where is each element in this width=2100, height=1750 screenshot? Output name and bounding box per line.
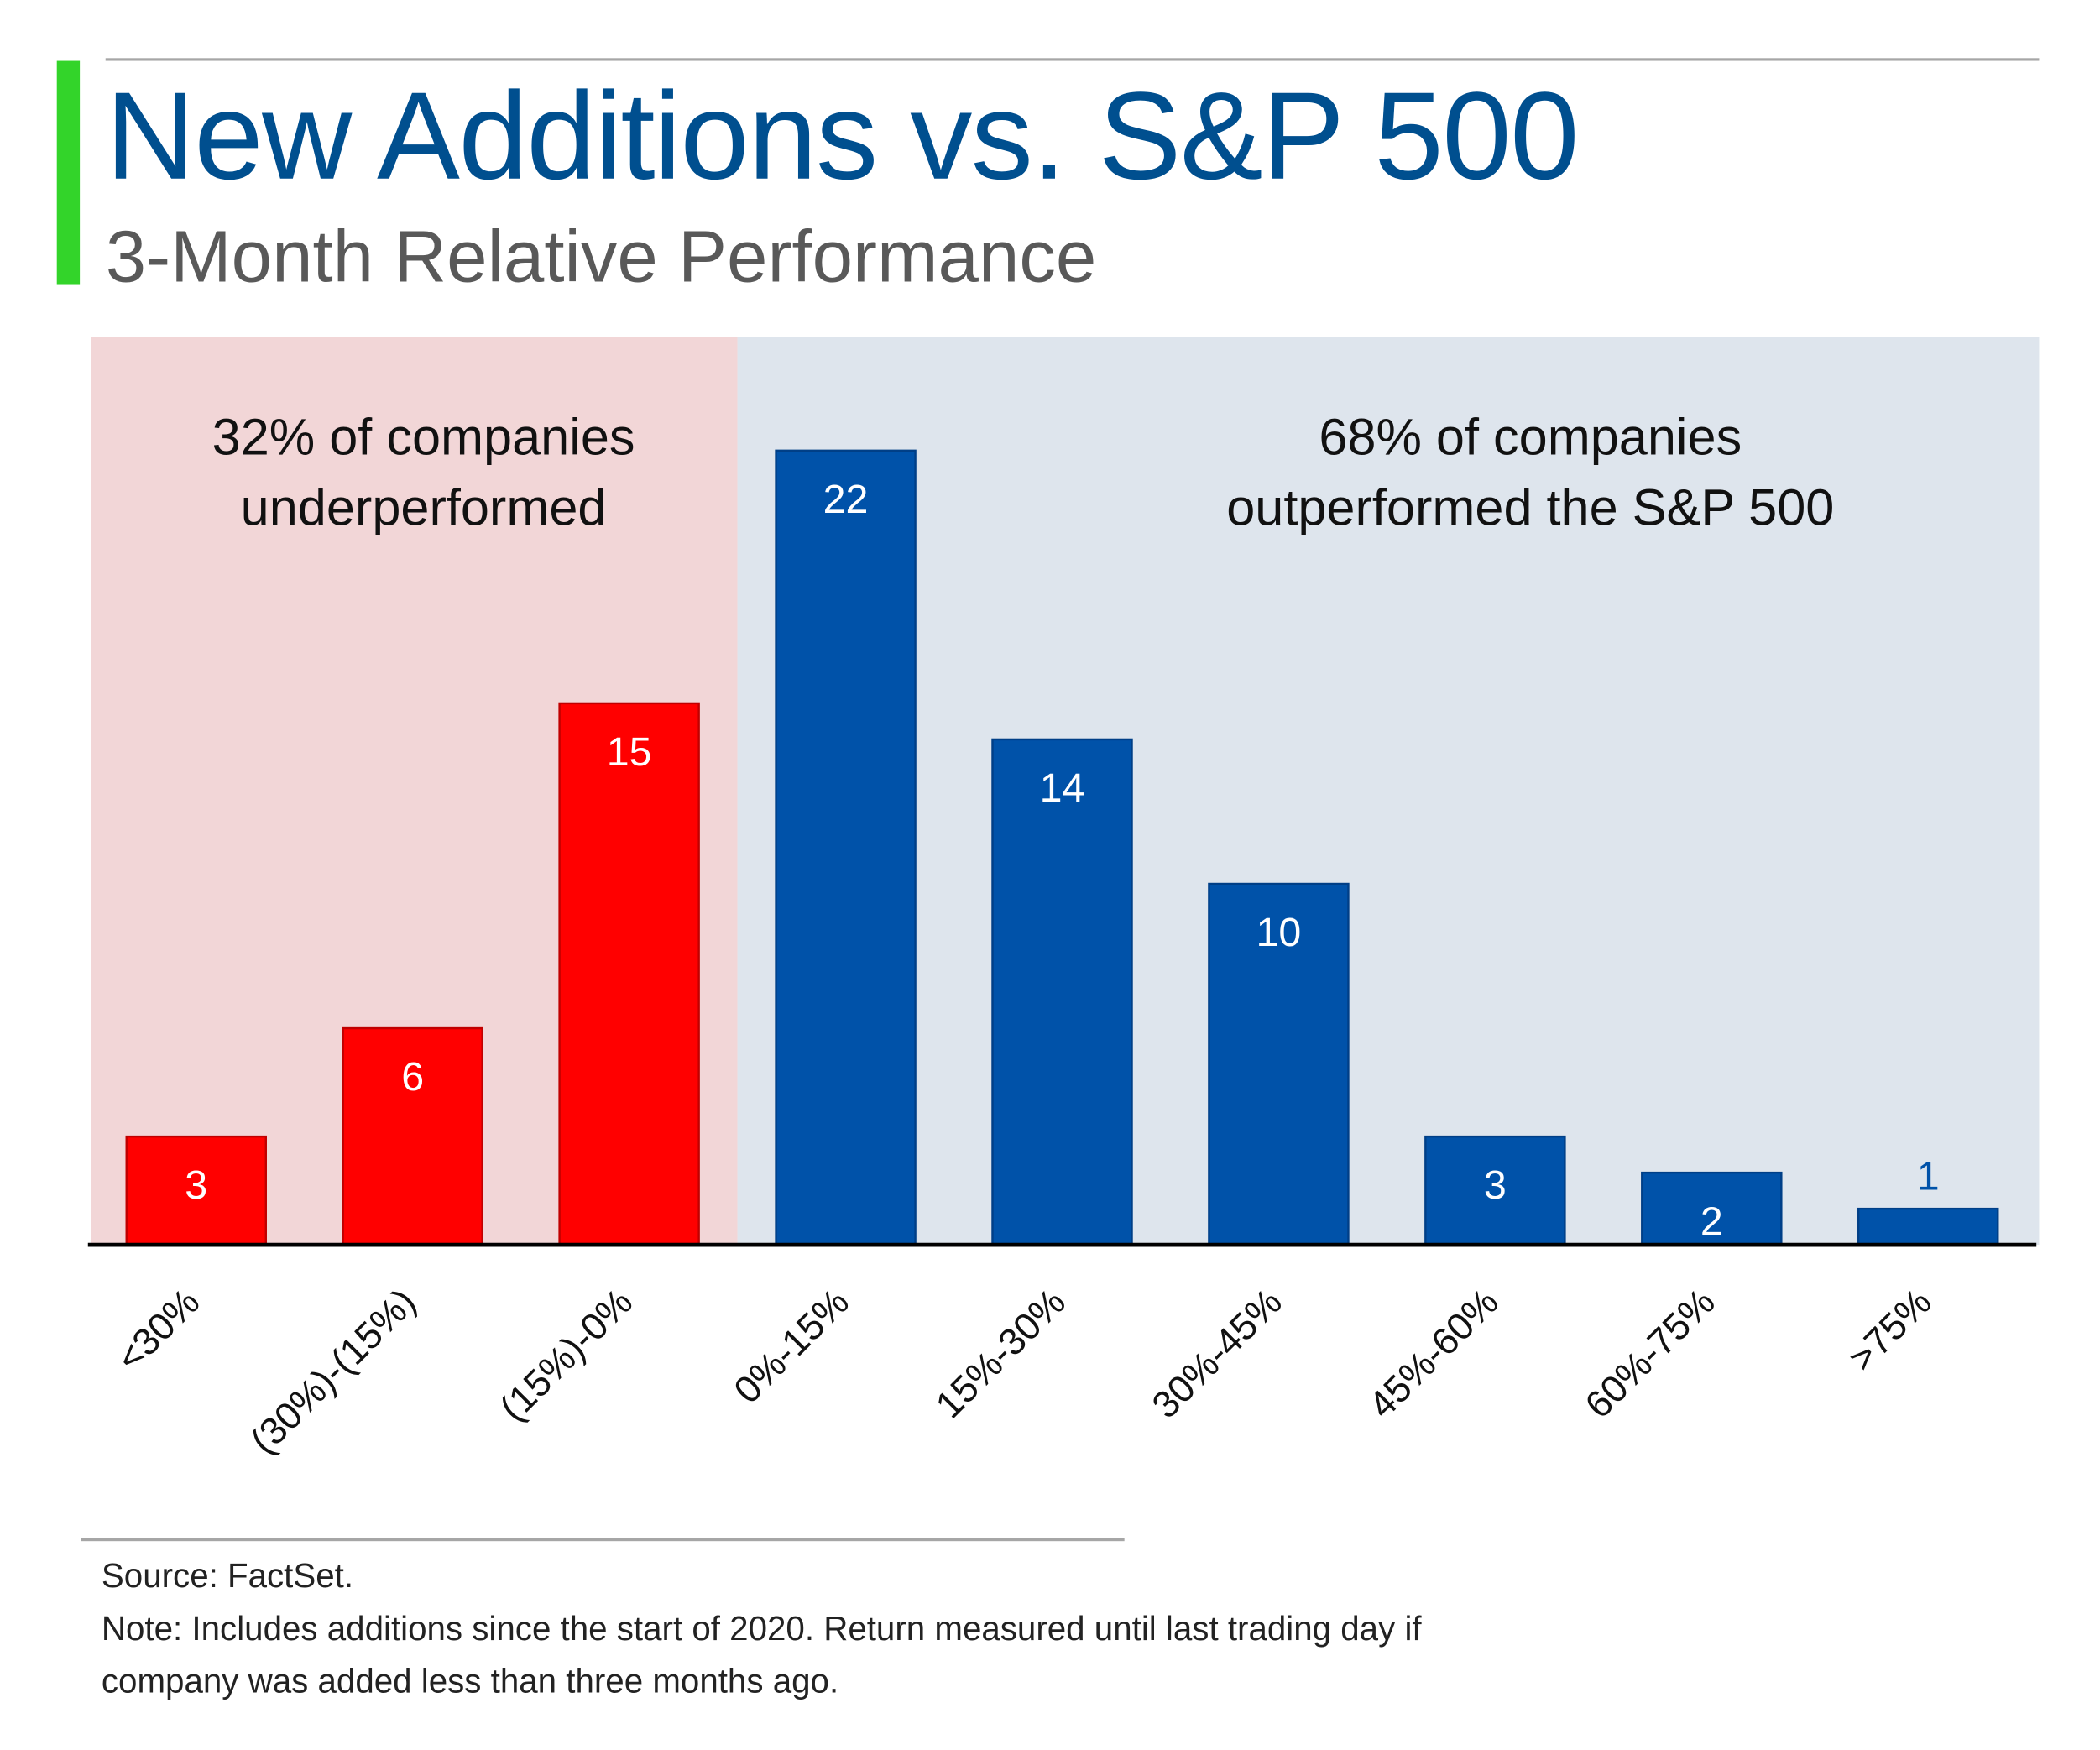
bar-8 (1857, 1207, 1999, 1246)
data-label-7: 2 (1700, 1199, 1723, 1244)
accent-bar (56, 60, 81, 285)
x-tick-label-7: 60%-75% (1576, 1280, 1722, 1426)
note-line-2: company was added less than three months… (101, 1663, 839, 1701)
top-divider (105, 58, 2040, 61)
x-tick-label-4: 15%-30% (927, 1280, 1074, 1426)
x-tick-label-6: 45%-60% (1360, 1280, 1506, 1426)
x-tick-label-0: <30% (108, 1280, 208, 1380)
data-label-1: 6 (401, 1054, 424, 1100)
bar-4 (991, 738, 1133, 1246)
x-tick-label-3: 0%-15% (725, 1280, 857, 1412)
bar-5 (1208, 882, 1350, 1246)
bar-3 (775, 449, 917, 1246)
annotation-under-line-0: 32% of companies (212, 409, 635, 466)
footer-divider (81, 1538, 1125, 1542)
source-text: Source: FactSet. (101, 1557, 354, 1596)
bar-2 (558, 702, 700, 1246)
data-label-3: 22 (823, 477, 869, 522)
annotation-under-line-1: underperformed (241, 478, 607, 535)
x-tick-label-2: (15%)-0% (491, 1280, 640, 1429)
data-label-5: 10 (1256, 910, 1302, 955)
x-tick-label-8: >75% (1840, 1280, 1940, 1380)
annotation-over-line-0: 68% of companies (1319, 409, 1742, 466)
x-tick-label-1: (30%)-(15%) (242, 1280, 424, 1462)
data-label-4: 14 (1040, 765, 1085, 811)
note-line-1: Note: Includes additions since the start… (101, 1610, 1422, 1648)
data-label-6: 3 (1484, 1162, 1507, 1208)
data-label-8: 1 (1917, 1154, 1940, 1199)
chart-subtitle: 3-Month Relative Performance (105, 216, 1097, 298)
bar-1 (342, 1026, 483, 1246)
outperform-region (737, 337, 2040, 1246)
data-label-0: 3 (185, 1162, 207, 1208)
bar-7 (1641, 1171, 1783, 1246)
data-label-2: 15 (607, 729, 652, 775)
annotation-over-line-1: outperformed the S&P 500 (1226, 478, 1834, 535)
x-tick-label-5: 30%-45% (1144, 1280, 1290, 1426)
chart-title: New Additions vs. S&P 500 (105, 67, 1580, 206)
bar-6 (1424, 1135, 1566, 1246)
